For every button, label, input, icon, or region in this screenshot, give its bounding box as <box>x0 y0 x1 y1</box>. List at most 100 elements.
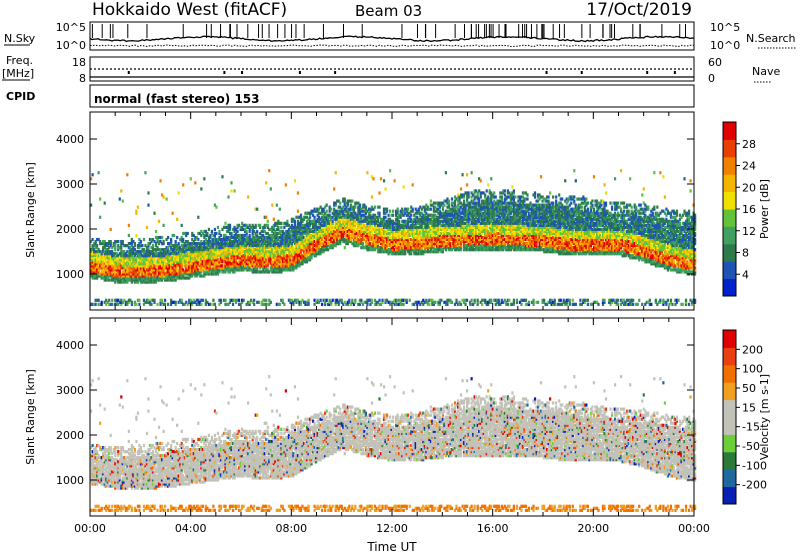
power-cell <box>451 197 453 200</box>
power-cell <box>255 224 257 227</box>
power-cell <box>279 303 281 306</box>
freq-marker <box>223 71 225 74</box>
power-cell <box>326 299 328 302</box>
power-cell <box>351 199 353 202</box>
power-cell <box>341 299 343 302</box>
power-cell <box>178 242 180 245</box>
power-cell <box>212 299 214 302</box>
power-cell <box>101 301 103 304</box>
power-cell <box>131 301 133 304</box>
power-cell <box>152 244 154 247</box>
power-cell <box>372 177 374 180</box>
power-cell <box>243 299 245 302</box>
power-cell <box>135 210 137 213</box>
power-cell <box>307 299 309 302</box>
power-cell <box>215 232 217 235</box>
power-cell <box>214 228 216 231</box>
power-cell <box>208 228 210 231</box>
power-cell <box>371 299 373 302</box>
freq-unit: [MHz] <box>2 67 34 80</box>
power-cell <box>410 214 412 217</box>
power-cell <box>409 299 411 302</box>
power-cell <box>176 218 178 221</box>
power-cell <box>321 303 323 306</box>
cpid-panel: CPID normal (fast stereo) 153 <box>6 85 694 107</box>
power-cell <box>256 230 258 233</box>
power-cell <box>265 299 267 302</box>
power-cell <box>270 187 272 190</box>
power-cell <box>448 199 450 202</box>
power-cell <box>374 206 376 209</box>
power-cell <box>238 299 240 302</box>
power-cell <box>354 299 356 302</box>
power-cell <box>176 236 178 239</box>
power-cell <box>135 303 137 306</box>
power-cell <box>359 204 361 207</box>
power-cell <box>181 299 183 302</box>
power-cell <box>258 301 260 304</box>
power-cell <box>117 240 119 243</box>
freq-tick-top: 18 <box>72 56 86 69</box>
power-cell <box>220 234 222 237</box>
nsearch-label: N.Search <box>746 32 796 45</box>
freq-marker <box>581 71 583 74</box>
power-cell <box>267 220 269 223</box>
power-cell <box>167 236 169 239</box>
power-cell <box>128 234 130 237</box>
power-cell <box>175 301 177 304</box>
power-cell <box>161 299 163 302</box>
power-cell <box>265 216 267 219</box>
freq-marker <box>241 71 243 74</box>
power-cell <box>460 303 462 306</box>
power-cell <box>150 303 152 306</box>
power-cell <box>236 230 238 233</box>
nave-label: Nave <box>752 65 780 78</box>
power-cell <box>214 303 216 306</box>
power-cell <box>143 238 145 241</box>
power-cell <box>108 299 110 302</box>
power-cell <box>197 238 199 241</box>
power-cell <box>120 189 122 192</box>
power-cell <box>348 299 350 302</box>
power-cell <box>294 220 296 223</box>
power-cell <box>175 240 177 243</box>
power-cell <box>99 216 101 219</box>
power-cell <box>182 183 184 186</box>
power-cell <box>259 224 261 227</box>
power-cell <box>360 299 362 302</box>
power-cell <box>111 303 113 306</box>
power-cell <box>138 299 140 302</box>
power-cell <box>282 299 284 302</box>
power-cell <box>451 301 453 304</box>
power-cell <box>200 303 202 306</box>
power-cell <box>110 240 112 243</box>
date-label: 17/Oct/2019 <box>586 0 692 20</box>
power-cell <box>430 208 432 211</box>
power-cell <box>135 234 137 237</box>
power-cell <box>119 197 121 200</box>
power-cell <box>110 228 112 231</box>
power-cell <box>392 214 394 217</box>
power-cell <box>335 171 337 174</box>
power-cell <box>166 197 168 200</box>
power-cell <box>297 191 299 194</box>
power-cell <box>217 226 219 229</box>
power-cell <box>445 171 447 174</box>
power-cell <box>140 240 142 243</box>
power-cell <box>383 179 385 182</box>
power-cell <box>380 177 382 180</box>
power-cell <box>209 303 211 306</box>
freq-marker <box>299 71 301 74</box>
power-cell <box>455 299 457 302</box>
nsearch-series <box>90 45 694 47</box>
power-cell <box>294 179 296 182</box>
power-cell <box>122 240 124 243</box>
power-cell <box>95 303 97 306</box>
power-cell <box>122 199 124 202</box>
power-cell <box>313 216 315 219</box>
power-cell <box>111 299 113 302</box>
power-cell <box>430 199 432 202</box>
freq-marker <box>334 71 336 74</box>
power-cell <box>206 232 208 235</box>
